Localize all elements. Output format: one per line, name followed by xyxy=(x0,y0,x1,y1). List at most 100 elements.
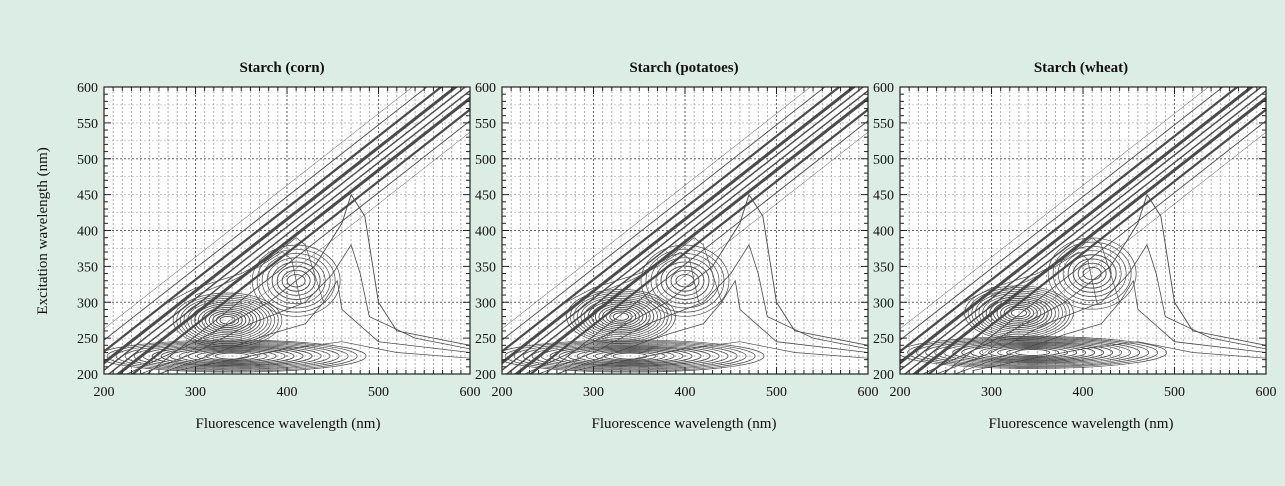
scatter-band-line xyxy=(502,87,811,330)
x-tick-label: 200 xyxy=(94,385,115,400)
contour-ring xyxy=(522,342,738,370)
y-tick-label: 400 xyxy=(77,225,98,240)
contour-ring xyxy=(187,349,277,363)
scatter-band-center xyxy=(104,87,470,374)
contour-ring xyxy=(982,294,1056,332)
contour-ring xyxy=(1077,262,1107,285)
y-tick-label: 600 xyxy=(77,81,98,96)
x-tick-label: 600 xyxy=(858,385,879,400)
y-tick-label: 500 xyxy=(475,153,496,168)
x-tick-label: 300 xyxy=(583,385,604,400)
contour-line xyxy=(922,193,1266,374)
chart-panel-wheat: Starch (wheat) Fluorescence wavelength (… xyxy=(873,60,1277,432)
contour-line xyxy=(167,237,324,303)
contour-ring xyxy=(665,265,705,296)
y-axis-label: Excitation wavelength (nm) xyxy=(35,147,51,314)
plot-frame xyxy=(899,86,1267,375)
y-tick-label: 200 xyxy=(77,368,98,383)
y-tick-label: 250 xyxy=(77,332,98,347)
contour-ring xyxy=(567,347,693,365)
scatter-band-line xyxy=(900,87,1224,341)
x-tick-label: 600 xyxy=(1256,385,1277,400)
x-tick-label: 400 xyxy=(675,385,696,400)
scatter-band-center xyxy=(502,87,868,374)
contour-ring xyxy=(1006,348,1060,357)
contour-ring xyxy=(996,301,1042,325)
contour-line xyxy=(195,251,302,303)
contour-ring xyxy=(281,269,311,292)
contour-ring xyxy=(549,345,711,367)
x-tick-label: 200 xyxy=(492,385,513,400)
y-tick-label: 550 xyxy=(77,117,98,132)
y-tick-label: 350 xyxy=(873,260,894,275)
contour-ring xyxy=(900,336,1167,369)
y-tick-label: 400 xyxy=(873,225,894,240)
y-tick-label: 250 xyxy=(873,332,894,347)
contour-line xyxy=(126,193,470,374)
contour-ring xyxy=(197,305,258,336)
ticks xyxy=(899,86,1267,375)
contour-ring xyxy=(975,290,1063,336)
scatter-band-line xyxy=(900,87,1239,353)
y-tick-label: 550 xyxy=(873,117,894,132)
contour-line xyxy=(973,341,1266,371)
contour-ring xyxy=(276,265,316,296)
contour-ring xyxy=(985,296,1053,330)
scatter-band-line xyxy=(900,87,1263,372)
y-tick-label: 400 xyxy=(475,225,496,240)
x-tick-label: 300 xyxy=(185,385,206,400)
chart-title: Starch (corn) xyxy=(239,60,324,76)
contour-ring xyxy=(978,292,1060,334)
y-tick-label: 350 xyxy=(77,260,98,275)
contour-line xyxy=(963,237,1120,303)
y-tick-label: 450 xyxy=(873,189,894,204)
contour-ring xyxy=(1052,241,1132,306)
scatter-band-line xyxy=(911,96,1266,374)
contour-ring xyxy=(594,350,666,362)
contour-ring xyxy=(650,253,720,309)
chart-title: Starch (potatoes) xyxy=(629,60,738,76)
scatter-band-line xyxy=(104,87,443,353)
contour-ring xyxy=(660,261,710,300)
contour-line xyxy=(140,243,470,374)
contour-ring xyxy=(196,350,268,362)
contour-ring xyxy=(1015,349,1051,356)
contour-ring xyxy=(178,348,286,364)
chart-panel-corn: Starch (corn) Fluorescence wavelength (n… xyxy=(35,60,481,432)
y-tick-label: 250 xyxy=(475,332,496,347)
contour-ring xyxy=(594,303,648,330)
contour-ring xyxy=(609,310,633,323)
contours xyxy=(104,87,470,374)
y-tick-label: 500 xyxy=(77,153,98,168)
contour-ring xyxy=(205,351,259,361)
contour-ring xyxy=(1003,305,1035,321)
contour-ring xyxy=(580,296,662,337)
scatter-band-line xyxy=(115,96,470,374)
contour-ring xyxy=(961,343,1105,362)
contour-ring xyxy=(176,294,279,346)
scatter-band-line xyxy=(502,87,857,365)
contour-ring xyxy=(585,349,675,363)
scatter-band-line xyxy=(513,96,868,374)
contour-line xyxy=(565,237,722,303)
scatter-band-line xyxy=(502,87,865,372)
x-axis-label: Fluorescence wavelength (nm) xyxy=(196,416,381,432)
contour-ring xyxy=(133,343,331,369)
contour-ring xyxy=(591,301,651,332)
contour-ring xyxy=(212,312,243,329)
contour-ring xyxy=(670,269,700,292)
x-tick-label: 400 xyxy=(277,385,298,400)
contour-ring xyxy=(190,301,265,339)
contour-ring xyxy=(970,344,1096,361)
ticks xyxy=(103,86,471,375)
scatter-band-line xyxy=(900,87,1209,330)
scatter-band-line xyxy=(900,87,1255,365)
contour-ring xyxy=(655,257,715,305)
contour-ring xyxy=(124,342,340,370)
contour-ring xyxy=(201,306,254,334)
contour-ring xyxy=(1057,245,1127,302)
chart-title: Starch (wheat) xyxy=(1034,60,1128,76)
contour-ring xyxy=(952,342,1114,363)
scatter-band-line xyxy=(104,87,428,341)
